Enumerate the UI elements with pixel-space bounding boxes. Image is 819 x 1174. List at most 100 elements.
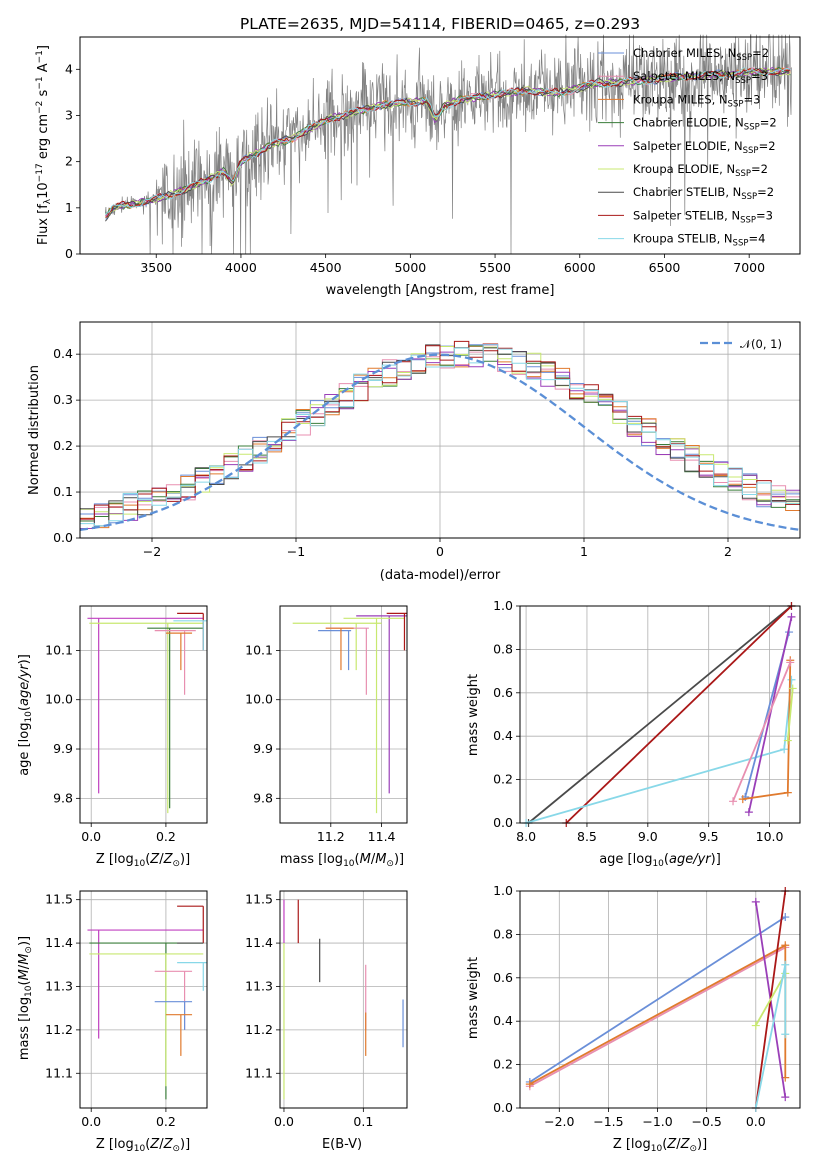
y-axis-label: mass [log10(M/M⊙)] [17, 936, 34, 1060]
y-axis-label: Flux [fλ10−17 erg cm−2 s−1 A−1] [35, 45, 53, 245]
weight-marker [781, 1093, 790, 1102]
axes-frame [519, 890, 801, 1109]
x-axis-label: Z [log10(Z/Z⊙)] [96, 1137, 190, 1154]
y-tick-label: 11.2 [245, 1022, 273, 1037]
y-tick-label: 0.8 [493, 641, 513, 656]
y-tick-label: 3 [65, 107, 73, 122]
y-tick-label: 0.4 [493, 1013, 513, 1028]
y-tick-label: 1 [65, 200, 73, 215]
legend-label: Salpeter ELODIE, NSSP=2 [633, 139, 776, 156]
y-tick-label: 0.2 [493, 1057, 513, 1072]
y-tick-label: 10.1 [245, 642, 273, 657]
y-tick-label: 0.0 [53, 530, 73, 545]
legend-label: Chabrier MILES, NSSP=2 [633, 46, 769, 63]
x-tick-label: 0 [436, 544, 444, 559]
histogram-series [80, 344, 800, 527]
y-tick-label: 11.1 [45, 1065, 73, 1080]
y-tick-label: 10.1 [45, 642, 73, 657]
y-tick-label: 0.0 [493, 815, 513, 830]
weight-marker [780, 745, 789, 754]
legend-label: Chabrier STELIB, NSSP=2 [633, 185, 774, 202]
weight-line [786, 688, 794, 741]
axes-frame [79, 605, 208, 824]
y-axis-label: age [log10(age/yr)] [17, 654, 34, 776]
figure-title: PLATE=2635, MJD=54114, FIBERID=0465, z=0… [240, 15, 640, 33]
x-axis-label: age [log10(age/yr)] [599, 852, 721, 869]
y-tick-label: 0.0 [493, 1100, 513, 1115]
x-tick-label: 0.0 [746, 1114, 766, 1129]
weight-marker [525, 1080, 534, 1089]
legend-label: Chabrier ELODIE, NSSP=2 [633, 116, 777, 133]
gaussian-curve [79, 353, 801, 532]
y-tick-label: 1.0 [493, 598, 513, 613]
x-tick-label: 2 [724, 544, 732, 559]
weight-line [527, 605, 793, 824]
y-tick-label: 2 [65, 154, 73, 169]
x-tick-label: 1 [580, 544, 588, 559]
x-tick-label: −1 [287, 544, 305, 559]
weight-line [529, 946, 786, 1088]
x-tick-label: 8.5 [577, 829, 597, 844]
weight-line [748, 616, 793, 813]
y-tick-label: 9.9 [253, 741, 273, 756]
legend-label: Kroupa STELIB, NSSP=4 [633, 232, 765, 249]
x-tick-label: 10.0 [756, 829, 784, 844]
weight-marker [729, 797, 738, 806]
y-tick-label: 11.5 [245, 892, 273, 907]
x-tick-label: 9.0 [638, 829, 658, 844]
weight-marker [783, 736, 792, 745]
y-tick-label: 11.2 [45, 1022, 73, 1037]
x-tick-label: 0.2 [156, 1114, 176, 1129]
model-line [105, 66, 791, 216]
y-tick-label: 0.4 [53, 346, 73, 361]
y-tick-label: 9.8 [53, 790, 73, 805]
weight-marker [788, 684, 797, 693]
x-tick-label: 4500 [310, 260, 342, 275]
x-tick-label: 0.0 [274, 1114, 294, 1129]
axes-frame [279, 890, 408, 1109]
legend-label: 𝒩(0, 1) [740, 337, 782, 351]
x-axis-label: wavelength [Angstrom, rest frame] [326, 283, 555, 298]
y-tick-label: 11.4 [45, 935, 73, 950]
y-tick-label: 0.4 [493, 728, 513, 743]
y-tick-label: 9.9 [53, 741, 73, 756]
y-tick-label: 11.4 [245, 935, 273, 950]
legend-label: Salpeter MILES, NSSP=3 [633, 69, 768, 86]
x-axis-label: Z [log10(Z/Z⊙)] [613, 1137, 707, 1154]
x-tick-label: −1.0 [642, 1114, 672, 1129]
axes-frame [79, 321, 801, 539]
y-axis-label: mass weight [466, 957, 481, 1039]
weight-line [732, 662, 792, 802]
x-tick-label: 0.2 [156, 829, 176, 844]
axes-frame [79, 36, 801, 255]
legend-label: Salpeter STELIB, NSSP=3 [633, 208, 773, 225]
y-tick-label: 0.6 [493, 970, 513, 985]
weight-line [754, 964, 787, 1109]
axes-frame [79, 890, 208, 1109]
y-tick-label: 0.3 [53, 392, 73, 407]
y-tick-label: 0.6 [493, 685, 513, 700]
x-tick-label: −0.5 [691, 1114, 721, 1129]
weight-marker [751, 1021, 760, 1030]
axes-frame [519, 605, 801, 824]
y-tick-label: 11.5 [45, 892, 73, 907]
weight-line [565, 605, 793, 824]
x-axis-label: E(B-V) [322, 1137, 362, 1152]
x-tick-label: 0.0 [81, 829, 101, 844]
x-axis-label: (data-model)/error [380, 568, 501, 583]
weight-marker [781, 960, 790, 969]
x-axis-label: Z [log10(Z/Z⊙)] [96, 852, 190, 869]
y-tick-label: 0.2 [493, 772, 513, 787]
y-tick-label: 0.1 [53, 484, 73, 499]
weight-marker [787, 612, 796, 621]
y-tick-label: 0 [65, 246, 73, 261]
x-tick-label: 9.5 [699, 829, 719, 844]
weight-marker [781, 941, 790, 950]
y-tick-label: 11.1 [245, 1065, 273, 1080]
x-tick-label: −1.5 [593, 1114, 623, 1129]
y-tick-label: 11.3 [45, 978, 73, 993]
weight-line [529, 916, 786, 1083]
y-axis-label: mass weight [466, 674, 481, 756]
y-tick-label: 10.0 [245, 692, 273, 707]
